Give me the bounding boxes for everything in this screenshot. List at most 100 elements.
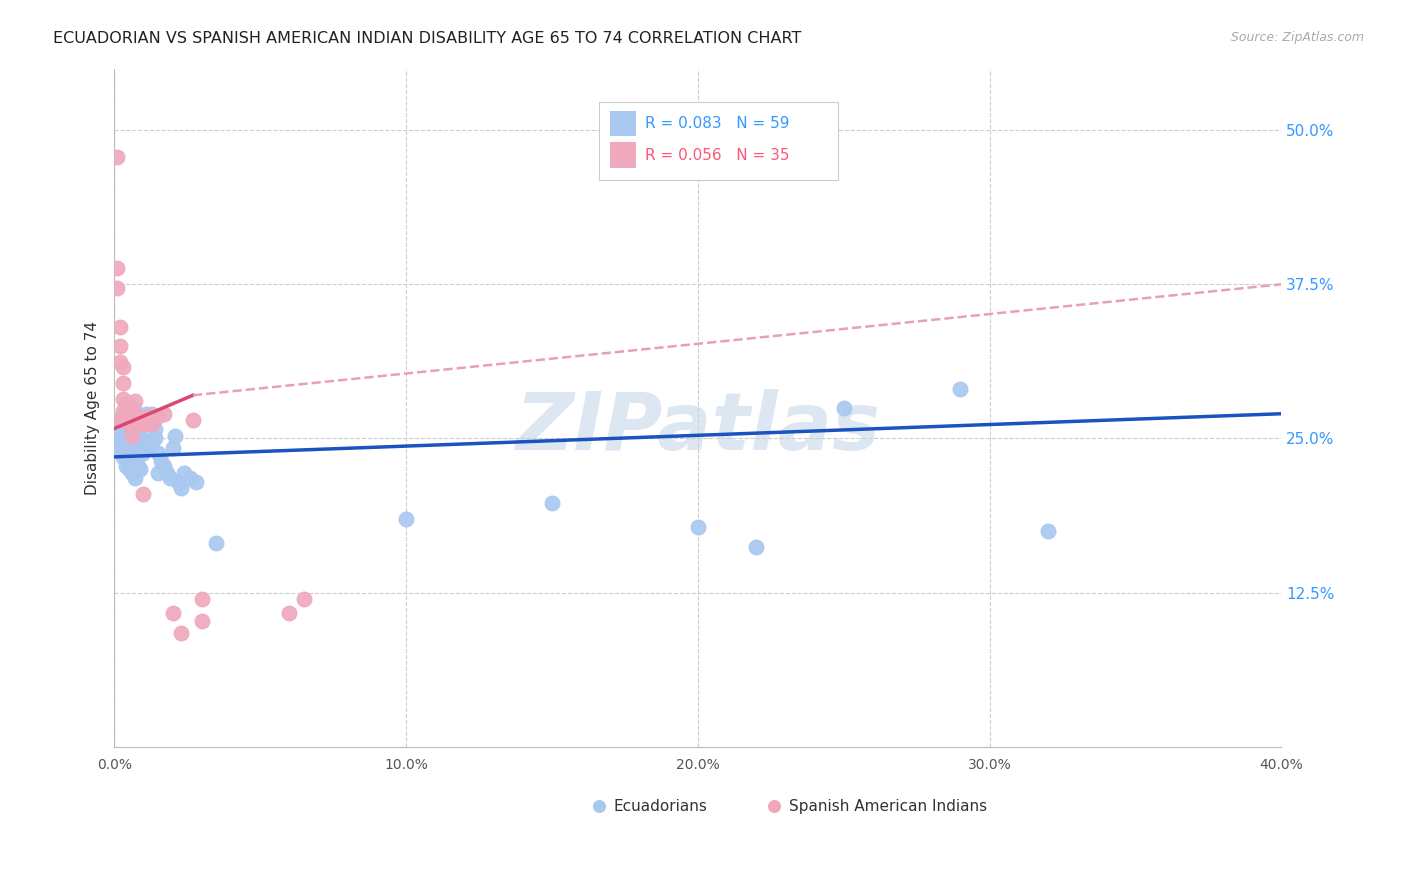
Point: [108, 419, 131, 434]
Point: [111, 425, 134, 440]
Point: [138, 409, 160, 424]
Point: [162, 607, 184, 621]
Point: [124, 404, 146, 418]
Point: [278, 607, 301, 621]
Point: [118, 409, 141, 424]
Point: [115, 442, 138, 456]
Point: [152, 407, 174, 421]
Point: [184, 475, 207, 489]
Point: [118, 446, 141, 460]
Text: ZIPatlas: ZIPatlas: [515, 389, 880, 467]
Text: R = 0.083   N = 59: R = 0.083 N = 59: [645, 116, 790, 131]
Point: [118, 409, 141, 424]
Point: [118, 397, 141, 411]
Point: [127, 434, 149, 448]
Text: ECUADORIAN VS SPANISH AMERICAN INDIAN DISABILITY AGE 65 TO 74 CORRELATION CHART: ECUADORIAN VS SPANISH AMERICAN INDIAN DI…: [53, 31, 801, 46]
Point: [686, 520, 709, 534]
Point: [1036, 524, 1059, 538]
Point: [141, 407, 163, 421]
Point: [108, 429, 131, 443]
Point: [146, 409, 169, 424]
Point: [118, 417, 141, 431]
Point: [105, 150, 128, 164]
Point: [124, 471, 146, 485]
Point: [949, 382, 972, 396]
Point: [146, 466, 169, 480]
Point: [108, 339, 131, 353]
Point: [127, 458, 149, 473]
Point: [292, 591, 315, 606]
Point: [173, 466, 195, 480]
Point: [132, 413, 155, 427]
Text: R = 0.056   N = 35: R = 0.056 N = 35: [645, 148, 790, 163]
Point: [190, 591, 212, 606]
Point: [138, 442, 160, 456]
Point: [111, 359, 134, 374]
Point: [141, 417, 163, 431]
Point: [111, 409, 134, 424]
Point: [190, 614, 212, 628]
Point: [124, 407, 146, 421]
Point: [121, 429, 143, 443]
Point: [159, 471, 181, 485]
Point: [181, 413, 204, 427]
Text: Source: ZipAtlas.com: Source: ZipAtlas.com: [1230, 31, 1364, 45]
Point: [165, 429, 187, 443]
Point: [170, 481, 193, 495]
Point: [105, 425, 128, 440]
Point: [111, 376, 134, 390]
Point: [124, 394, 146, 409]
Text: Ecuadorians: Ecuadorians: [614, 799, 707, 814]
Point: [143, 431, 166, 445]
Point: [129, 462, 152, 476]
Point: [162, 442, 184, 456]
Point: [1315, 848, 1337, 863]
Point: [149, 453, 172, 467]
Point: [108, 413, 131, 427]
Point: [121, 404, 143, 418]
Point: [132, 487, 155, 501]
Point: [138, 417, 160, 431]
Point: [124, 450, 146, 464]
Point: [135, 417, 157, 431]
Point: [167, 475, 190, 489]
Text: Spanish American Indians: Spanish American Indians: [789, 799, 987, 814]
Point: [156, 466, 179, 480]
Point: [152, 458, 174, 473]
Point: [121, 437, 143, 451]
Point: [115, 413, 138, 427]
Point: [179, 471, 201, 485]
Point: [745, 540, 768, 554]
Point: [132, 446, 155, 460]
Point: [129, 429, 152, 443]
Point: [115, 397, 138, 411]
Point: [111, 434, 134, 448]
Point: [135, 407, 157, 421]
Point: [111, 392, 134, 406]
Point: [115, 419, 138, 434]
Point: [127, 413, 149, 427]
Point: [141, 434, 163, 448]
Point: [111, 404, 134, 418]
Point: [115, 458, 138, 473]
Point: [108, 355, 131, 369]
Point: [395, 511, 418, 525]
Point: [121, 466, 143, 480]
Point: [170, 626, 193, 640]
Point: [127, 419, 149, 434]
Point: [105, 437, 128, 451]
Point: [146, 446, 169, 460]
FancyBboxPatch shape: [610, 111, 636, 136]
Point: [108, 320, 131, 334]
Point: [541, 495, 564, 509]
FancyBboxPatch shape: [599, 103, 838, 180]
Point: [205, 536, 228, 550]
Point: [105, 281, 128, 295]
Point: [105, 261, 128, 276]
Y-axis label: Disability Age 65 to 74: Disability Age 65 to 74: [86, 320, 100, 494]
Point: [111, 450, 134, 464]
Point: [135, 434, 157, 448]
FancyBboxPatch shape: [610, 143, 636, 169]
Point: [143, 421, 166, 435]
Point: [121, 421, 143, 435]
